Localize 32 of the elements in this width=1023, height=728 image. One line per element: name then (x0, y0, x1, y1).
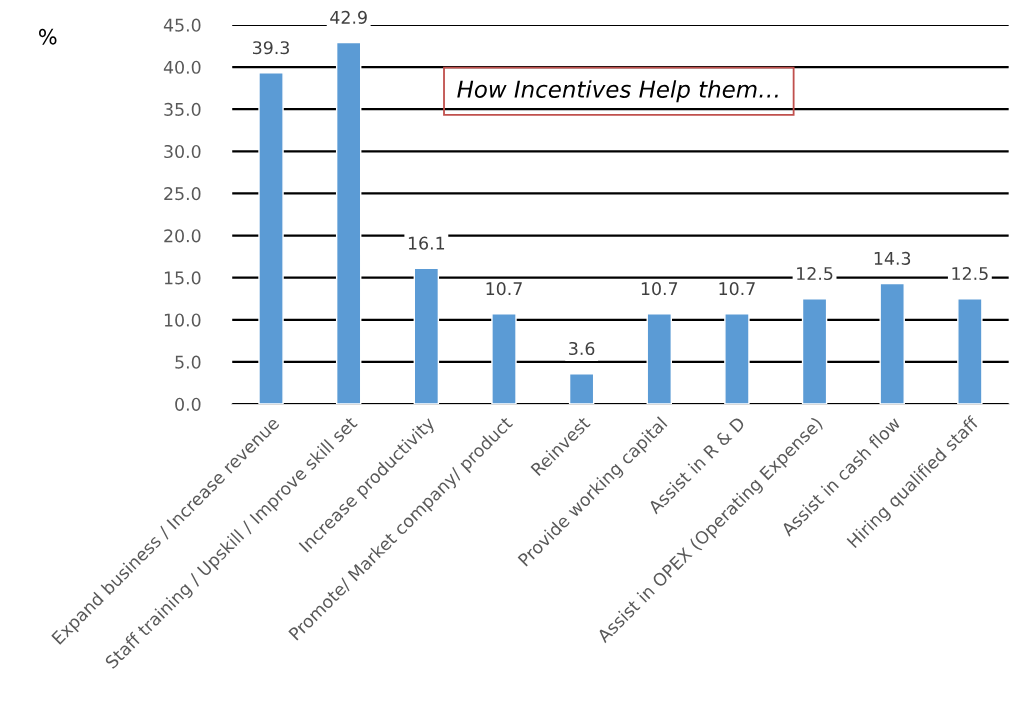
y-axis-title: % (39, 28, 57, 45)
data-label: 12.5 (952, 266, 988, 281)
y-tick-label: 45.0 (163, 18, 201, 32)
data-label: 42.9 (330, 10, 367, 24)
text: How Incentives Help them… (457, 80, 778, 103)
data-label: 14.3 (874, 251, 911, 265)
data-label: 10.7 (486, 282, 522, 296)
y-tick-label: 35.0 (164, 102, 201, 116)
data-label: 12.5 (797, 266, 833, 281)
bar (646, 313, 673, 405)
y-tick-label: 40.0 (163, 60, 201, 74)
bar (724, 313, 750, 405)
bar (413, 267, 440, 405)
bar (491, 313, 517, 405)
data-label: 10.7 (719, 282, 755, 296)
y-tick-label: 5.0 (175, 355, 201, 369)
bar (879, 282, 905, 405)
bar (801, 298, 828, 405)
bar (568, 373, 595, 405)
bar (957, 298, 983, 405)
y-tick-label: 10.0 (164, 313, 201, 327)
data-label: 39.3 (253, 41, 289, 55)
y-tick-label: 15.0 (164, 271, 201, 285)
y-tick-label: 30.0 (164, 144, 201, 159)
data-label: 10.7 (641, 282, 678, 296)
y-tick-label: 20.0 (164, 229, 201, 243)
bar (258, 72, 284, 405)
bar (335, 41, 362, 405)
data-label: 3.6 (569, 341, 595, 356)
y-tick-label: 25.0 (164, 187, 201, 201)
y-tick-label: 0.0 (175, 397, 201, 411)
data-label: 16.1 (408, 236, 445, 250)
